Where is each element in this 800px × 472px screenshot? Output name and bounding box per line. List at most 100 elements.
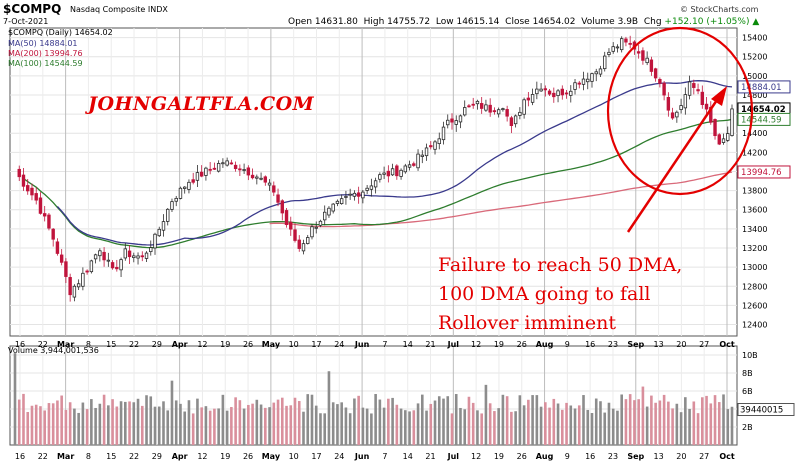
- volume-bar: [170, 380, 174, 445]
- volume-value: 3.9B: [617, 17, 639, 27]
- candle-body: [687, 81, 692, 96]
- candle-body: [212, 167, 217, 170]
- volume-bar: [730, 406, 734, 445]
- candle-body: [259, 177, 263, 180]
- volume-bar: [306, 394, 310, 445]
- volume-bar: [13, 353, 17, 445]
- date-tick-label: 15: [106, 340, 116, 349]
- volume-bar: [667, 401, 670, 445]
- volume-bar: [289, 405, 293, 445]
- volume-bar: [382, 407, 386, 445]
- candle-body: [700, 91, 705, 106]
- volume-bar: [675, 403, 679, 445]
- candle-body: [636, 51, 641, 54]
- date-tick-label: 7: [382, 452, 387, 461]
- date-tick-label: 19: [494, 340, 504, 349]
- volume-bar: [183, 411, 187, 445]
- price-tick-label: 13200: [742, 244, 767, 253]
- volume-bar: [56, 400, 59, 445]
- volume-bar: [153, 406, 157, 445]
- candle-body: [51, 228, 55, 240]
- candle-body: [221, 162, 225, 165]
- volume-bar: [544, 402, 547, 445]
- annotation-arrow: [626, 96, 721, 233]
- date-tick-label: May: [262, 452, 281, 461]
- volume-bar: [344, 407, 348, 445]
- candle-body: [395, 165, 399, 177]
- candle-body: [352, 192, 357, 197]
- candle-body: [535, 88, 539, 95]
- candle-body: [55, 241, 60, 254]
- candle-body: [641, 50, 645, 61]
- candle-body: [437, 138, 441, 145]
- candle-body: [344, 196, 348, 198]
- candle-body: [93, 254, 98, 260]
- volume-bar: [264, 407, 267, 445]
- candle-body: [98, 250, 102, 257]
- volume-bar: [310, 394, 314, 445]
- legend-price: $COMPQ (Daily) 14654.02: [8, 28, 113, 37]
- volume-bar: [560, 409, 564, 445]
- volume-bar: [450, 413, 454, 445]
- high-label: High: [363, 17, 385, 27]
- volume-bar: [280, 397, 284, 445]
- volume-bar: [327, 371, 331, 445]
- candle-body: [318, 220, 323, 226]
- volume-bar: [30, 405, 34, 445]
- candle-body: [229, 162, 234, 165]
- price-panel: [9, 27, 738, 337]
- candle-body: [242, 169, 246, 171]
- candle-body: [564, 92, 569, 95]
- candle-body: [649, 59, 654, 72]
- volume-bar: [488, 403, 492, 445]
- volume-bar: [437, 396, 441, 445]
- candle-body: [479, 103, 484, 109]
- volume-label: Volume: [581, 17, 615, 27]
- price-tick-label: 13400: [742, 225, 767, 234]
- volume-bar: [140, 405, 144, 445]
- candle-body: [433, 141, 437, 150]
- candle-body: [306, 237, 310, 244]
- candle-body: [454, 120, 458, 125]
- date-tick-label: 22: [38, 452, 48, 461]
- volume-bar: [276, 399, 280, 445]
- candle-body: [21, 174, 26, 187]
- volume-bar: [230, 407, 233, 445]
- volume-bar: [191, 413, 195, 445]
- date-tick-label: Sep: [627, 452, 644, 461]
- candle-body: [331, 203, 335, 212]
- candle-body: [233, 164, 238, 170]
- chg-arrow-icon: ▲: [752, 17, 760, 27]
- candle-body: [577, 82, 581, 85]
- close-label: Close: [505, 17, 530, 27]
- candle-body: [530, 94, 535, 103]
- volume-bar: [132, 402, 136, 445]
- price-tick-label: 15400: [742, 34, 767, 43]
- legend-ma100: MA(100) 14544.59: [8, 59, 83, 68]
- volume-bar: [60, 395, 63, 445]
- candle-body: [127, 250, 132, 258]
- volume-bar: [331, 402, 335, 445]
- candle-body: [140, 255, 144, 258]
- volume-bar: [446, 396, 450, 445]
- candle-body: [144, 252, 149, 259]
- price-value-tag: [737, 165, 791, 179]
- candle-body: [446, 119, 450, 126]
- date-tick-label: 19: [220, 452, 230, 461]
- candle-body: [272, 185, 276, 193]
- volume-bar: [51, 403, 55, 445]
- volume-bar: [404, 410, 407, 445]
- volume-bar: [391, 397, 394, 445]
- candle-body: [429, 145, 433, 148]
- date-tick-label: 20: [676, 452, 686, 461]
- candle-body: [658, 78, 662, 84]
- date-tick-label: 14: [403, 452, 413, 461]
- candle-body: [178, 187, 183, 199]
- volume-bar: [565, 402, 568, 445]
- volume-bar: [433, 400, 437, 445]
- volume-bar: [658, 400, 662, 445]
- volume-bar: [98, 403, 102, 445]
- price-tick-label: 14800: [742, 91, 767, 100]
- volume-bar: [268, 407, 271, 445]
- candle-body: [603, 55, 607, 70]
